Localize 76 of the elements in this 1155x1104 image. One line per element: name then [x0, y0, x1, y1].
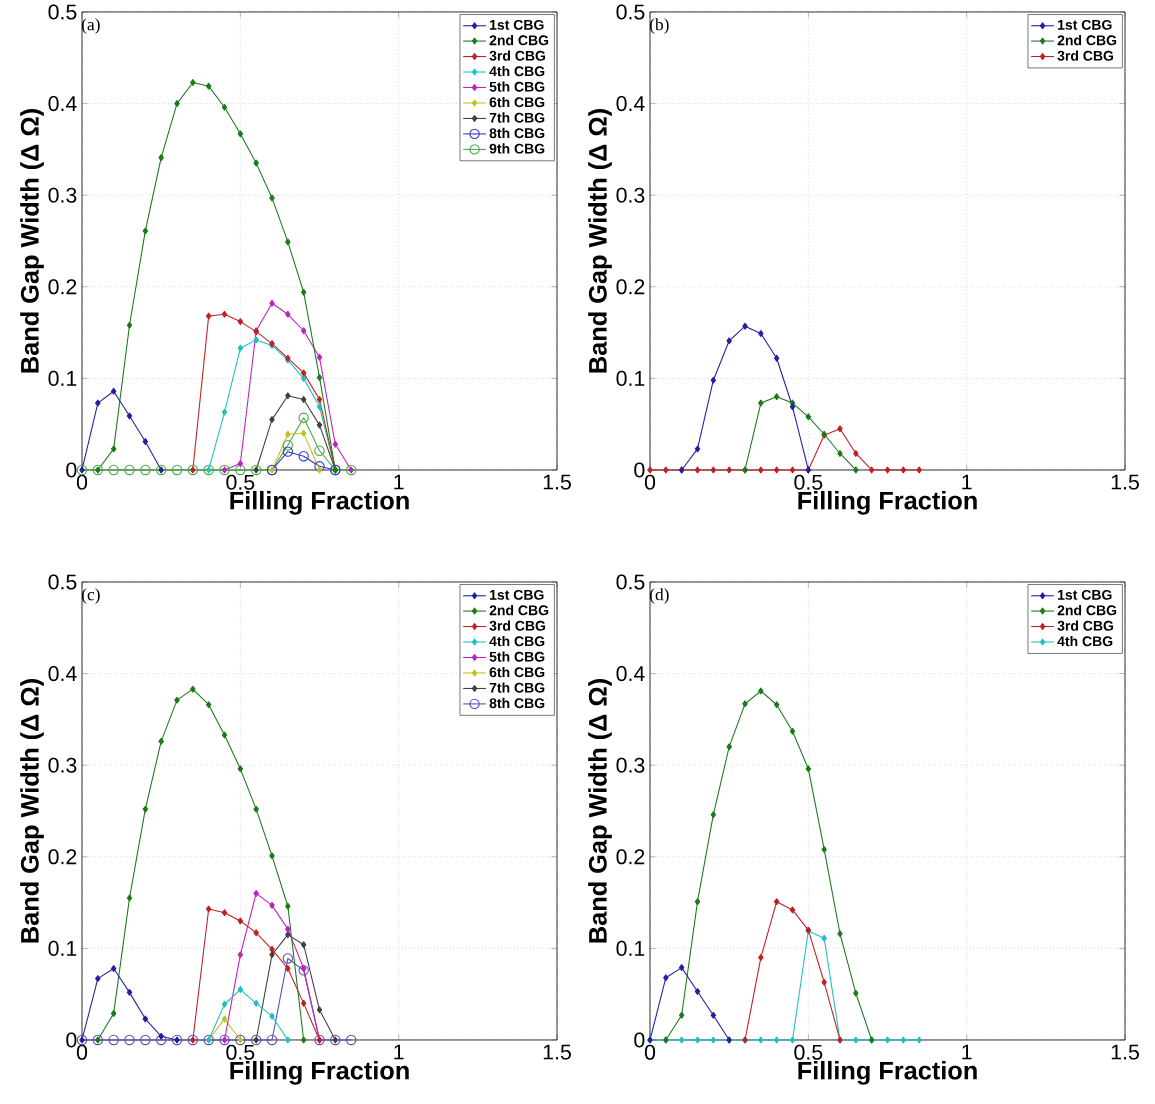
x-tick-label: 1 — [394, 474, 404, 490]
legend-label: 9th CBG — [489, 143, 545, 154]
legend-label: 2nd CBG — [489, 34, 549, 46]
legend-label: 7th CBG — [489, 682, 545, 693]
y-axis-title: Band Gap Width (Δ Ω) — [20, 679, 44, 943]
legend-label: 3rd CBG — [1057, 50, 1114, 61]
legend-label: 1st CBG — [1058, 589, 1112, 600]
x-tick-label: 0.5 — [794, 1044, 823, 1060]
chart-title: (c) — [81, 588, 100, 604]
legend-label: 5th CBG — [489, 81, 545, 92]
y-tick-label: 0.3 — [48, 187, 77, 203]
legend-label: 4th CBG — [489, 635, 545, 647]
legend-label: 4th CBG — [489, 65, 545, 77]
legend-label: 6th CBG — [489, 96, 545, 108]
x-tick-label: 1.5 — [543, 1044, 571, 1060]
legend-label: 3rd CBG — [489, 50, 546, 61]
y-tick-label: 0.4 — [48, 666, 77, 682]
x-tick-label: 1.5 — [1111, 474, 1139, 490]
legend-label: 7th CBG — [489, 112, 545, 123]
y-tick-label: 0.2 — [48, 279, 77, 295]
y-tick-label: 0.3 — [616, 187, 645, 203]
legend-label: 1st CBG — [490, 589, 544, 600]
x-axis-title: Filling Fraction — [230, 1060, 409, 1085]
y-tick-label: 0.2 — [616, 849, 645, 865]
legend-label: 1st CBG — [490, 19, 544, 30]
y-tick-label: 0.5 — [616, 574, 645, 590]
x-tick-label: 1 — [394, 1044, 404, 1060]
legend-label: 8th CBG — [489, 697, 545, 709]
legend-label: 2nd CBG — [489, 604, 549, 616]
x-tick-label: 0 — [644, 1044, 656, 1060]
y-tick-label: 0 — [66, 462, 77, 478]
y-tick-label: 0.5 — [48, 574, 77, 590]
y-tick-label: 0.4 — [48, 96, 77, 112]
x-tick-label: 1.5 — [543, 474, 571, 490]
x-tick-label: 0.5 — [226, 474, 255, 490]
y-axis-title: Band Gap Width (Δ Ω) — [20, 109, 44, 373]
x-tick-label: 0.5 — [794, 474, 823, 490]
y-tick-label: 0.1 — [48, 940, 77, 956]
y-tick-label: 0.1 — [616, 940, 645, 956]
x-tick-label: 1 — [962, 1044, 972, 1060]
x-axis-title: Filling Fraction — [230, 490, 409, 515]
x-axis-title: Filling Fraction — [798, 1060, 977, 1085]
y-tick-label: 0.1 — [48, 370, 77, 386]
x-tick-label: 1.5 — [1111, 1044, 1139, 1060]
legend-label: 6th CBG — [489, 666, 545, 678]
y-tick-label: 0.2 — [48, 849, 77, 865]
y-tick-label: 0.4 — [616, 96, 645, 112]
y-tick-label: 0.3 — [48, 757, 77, 773]
y-tick-label: 0 — [634, 462, 645, 478]
y-tick-label: 0 — [66, 1032, 77, 1048]
y-axis-title: Band Gap Width (Δ Ω) — [588, 109, 612, 373]
x-tick-label: 0 — [76, 1044, 88, 1060]
x-tick-label: 0 — [644, 474, 656, 490]
x-tick-label: 1 — [962, 474, 972, 490]
legend-label: 2nd CBG — [1057, 604, 1117, 616]
y-tick-label: 0.5 — [616, 4, 645, 20]
y-axis-title: Band Gap Width (Δ Ω) — [588, 679, 612, 943]
legend-label: 3rd CBG — [489, 620, 546, 631]
y-tick-label: 0.2 — [616, 279, 645, 295]
legend-label: 4th CBG — [1057, 635, 1113, 647]
y-tick-label: 0.1 — [616, 370, 645, 386]
legend-label: 8th CBG — [489, 127, 545, 139]
y-tick-label: 0.3 — [616, 757, 645, 773]
legend-label: 3rd CBG — [1057, 620, 1114, 631]
legend-label: 2nd CBG — [1057, 34, 1117, 46]
y-tick-label: 0 — [634, 1032, 645, 1048]
y-tick-label: 0.5 — [48, 4, 77, 20]
chart-title: (d) — [649, 588, 669, 604]
chart-title: (b) — [649, 18, 669, 34]
x-tick-label: 0 — [76, 474, 88, 490]
legend-label: 1st CBG — [1058, 19, 1112, 30]
y-tick-label: 0.4 — [616, 666, 645, 682]
x-axis-title: Filling Fraction — [798, 490, 977, 515]
x-tick-label: 0.5 — [226, 1044, 255, 1060]
chart-title: (a) — [81, 18, 100, 34]
legend-label: 5th CBG — [489, 651, 545, 662]
